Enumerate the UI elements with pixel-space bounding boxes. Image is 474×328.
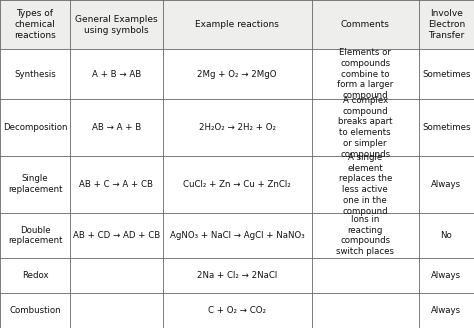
Text: Decomposition: Decomposition: [3, 123, 67, 132]
Text: Sometimes: Sometimes: [422, 123, 471, 132]
Text: AB + CD → AD + CB: AB + CD → AD + CB: [73, 231, 160, 240]
Text: Always: Always: [431, 180, 461, 189]
Text: 2Mg + O₂ → 2MgO: 2Mg + O₂ → 2MgO: [198, 70, 277, 79]
Text: Comments: Comments: [341, 20, 390, 29]
Text: AgNO₃ + NaCl → AgCl + NaNO₃: AgNO₃ + NaCl → AgCl + NaNO₃: [170, 231, 305, 240]
Text: Always: Always: [431, 271, 461, 280]
Text: A single
element
replaces the
less active
one in the
compound: A single element replaces the less activ…: [338, 153, 392, 215]
Text: C + O₂ → CO₂: C + O₂ → CO₂: [208, 306, 266, 315]
Text: Always: Always: [431, 306, 461, 315]
Text: Example reactions: Example reactions: [195, 20, 279, 29]
Text: AB → A + B: AB → A + B: [92, 123, 141, 132]
Text: AB + C → A + CB: AB + C → A + CB: [79, 180, 154, 189]
Text: CuCl₂ + Zn → Cu + ZnCl₂: CuCl₂ + Zn → Cu + ZnCl₂: [183, 180, 291, 189]
Text: 2H₂O₂ → 2H₂ + O₂: 2H₂O₂ → 2H₂ + O₂: [199, 123, 276, 132]
Text: General Examples
using symbols: General Examples using symbols: [75, 15, 158, 35]
Text: Single
replacement: Single replacement: [8, 174, 62, 194]
Text: Redox: Redox: [22, 271, 48, 280]
Text: Combustion: Combustion: [9, 306, 61, 315]
Text: Elements or
compounds
combine to
form a larger
compound: Elements or compounds combine to form a …: [337, 48, 393, 100]
Text: Involve
Electron
Transfer: Involve Electron Transfer: [428, 10, 465, 40]
Text: A complex
compound
breaks apart
to elements
or simpler
compounds: A complex compound breaks apart to eleme…: [338, 96, 392, 159]
Text: No: No: [440, 231, 452, 240]
Text: Types of
chemical
reactions: Types of chemical reactions: [14, 10, 56, 40]
Text: A + B → AB: A + B → AB: [92, 70, 141, 79]
Text: Synthesis: Synthesis: [14, 70, 56, 79]
Text: 2Na + Cl₂ → 2NaCl: 2Na + Cl₂ → 2NaCl: [197, 271, 277, 280]
Text: Ions in
reacting
compounds
switch places: Ions in reacting compounds switch places: [336, 215, 394, 256]
Bar: [0, 50, 474, 328]
Text: Sometimes: Sometimes: [422, 70, 471, 79]
Text: Double
replacement: Double replacement: [8, 226, 62, 245]
Bar: [0, 0, 474, 50]
